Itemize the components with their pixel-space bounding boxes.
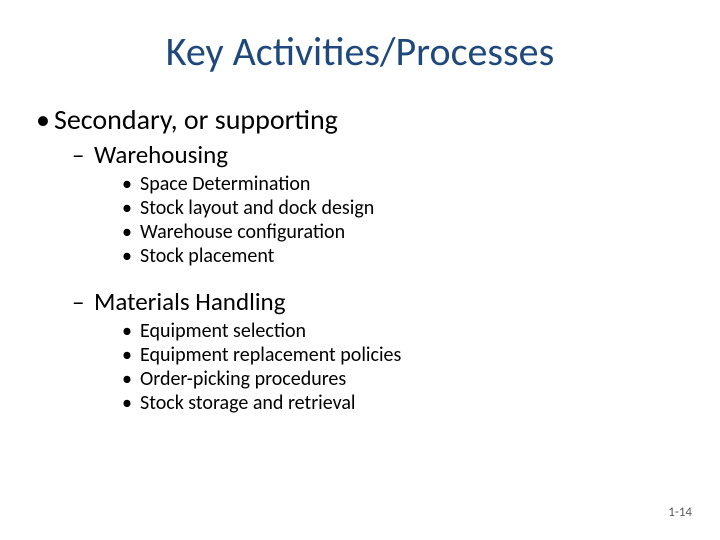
bullet-dot-icon: • [122, 343, 140, 367]
bullet-l3: •Equipment selection [122, 319, 720, 343]
bullet-l3: •Warehouse configuration [122, 220, 720, 244]
bullet-l3-label: Order-picking procedures [140, 367, 346, 391]
bullet-l3: •Space Determination [122, 172, 720, 196]
slide-number: 1-14 [668, 505, 692, 520]
bullet-l3: •Stock storage and retrieval [122, 391, 720, 415]
bullet-l1-label: Secondary, or supporting [54, 102, 338, 137]
bullet-l3-label: Equipment replacement policies [140, 343, 401, 367]
bullet-dash-icon: – [72, 286, 94, 317]
slide: Key Activities/Processes •Secondary, or … [0, 0, 720, 540]
bullet-l3: •Equipment replacement policies [122, 343, 720, 367]
bullet-l3: •Stock placement [122, 244, 720, 268]
bullet-l3-label: Equipment selection [140, 319, 306, 343]
slide-body: •Secondary, or supporting–Warehousing•Sp… [36, 102, 720, 415]
bullet-dot-icon: • [122, 319, 140, 343]
bullet-l3: •Order-picking procedures [122, 367, 720, 391]
bullet-l2-label: Materials Handling [94, 286, 285, 317]
bullet-l2: –Warehousing [72, 139, 720, 170]
bullet-dash-icon: – [72, 139, 94, 170]
bullet-l1: •Secondary, or supporting [36, 102, 720, 137]
bullet-l3-label: Stock storage and retrieval [140, 391, 356, 415]
bullet-l3: •Stock layout and dock design [122, 196, 720, 220]
bullet-dot-icon: • [122, 367, 140, 391]
bullet-l2: –Materials Handling [72, 286, 720, 317]
bullet-dot-icon: • [122, 220, 140, 244]
bullet-l3-label: Stock placement [140, 244, 274, 268]
bullet-dot-icon: • [122, 244, 140, 268]
slide-title: Key Activities/Processes [0, 0, 720, 74]
bullet-l3-label: Stock layout and dock design [140, 196, 374, 220]
bullet-dot-icon: • [122, 172, 140, 196]
bullet-l3-label: Warehouse configuration [140, 220, 345, 244]
bullet-l3-label: Space Determination [140, 172, 310, 196]
bullet-dot-icon: • [122, 391, 140, 415]
bullet-dot-icon: • [122, 196, 140, 220]
bullet-dot-icon: • [36, 102, 54, 137]
bullet-l2-label: Warehousing [94, 139, 228, 170]
